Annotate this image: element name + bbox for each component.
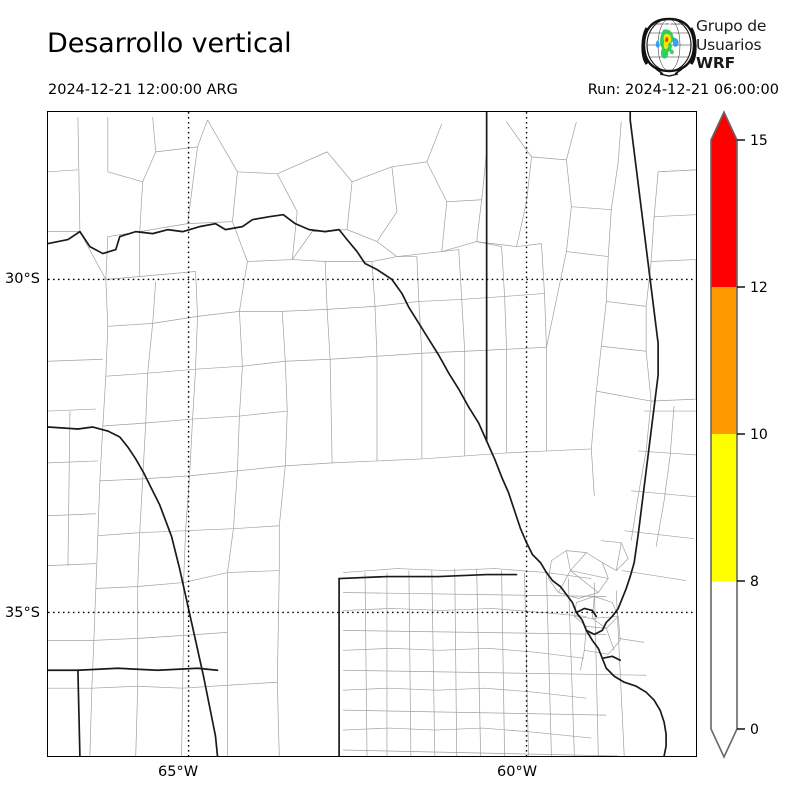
colorbar-tick-label-10: 10 — [750, 427, 768, 443]
colorbar-band-orange — [711, 287, 737, 434]
colorbar-tick-label-0: 0 — [750, 722, 759, 738]
logo-line-1: Grupo de — [696, 17, 767, 35]
colorbar[interactable]: 15 12 10 8 0 km — [700, 108, 800, 763]
colorbar-tick-label-12: 12 — [750, 280, 768, 296]
x-axis-tick-label-60w: 60°W — [497, 764, 538, 780]
colorbar-band-red — [711, 140, 737, 287]
x-axis-tick-label-65w: 65°W — [158, 764, 199, 780]
colorbar-ticks — [737, 139, 745, 730]
svg-text:GRUPO DE USUARIOS: GRUPO DE USUARIOS — [653, 22, 686, 26]
department-boundaries — [48, 116, 696, 756]
brand-logo: GRUPO DE USUARIOS Grupo de Usuarios WRF — [640, 16, 790, 78]
wrf-globe-logo-icon: GRUPO DE USUARIOS — [640, 16, 698, 78]
y-axis-tick-label-30s: 30°S — [5, 271, 40, 287]
map-panel[interactable] — [47, 111, 697, 757]
valid-time-label: 2024-12-21 12:00:00 ARG — [48, 82, 238, 98]
logo-line-3: WRF — [696, 54, 736, 72]
logo-line-2: Usuarios — [696, 35, 762, 54]
colorbar-extend-min — [711, 729, 737, 757]
graticule-gridlines — [48, 112, 696, 756]
y-axis-tick-label-35s: 35°S — [5, 605, 40, 621]
colorbar-extend-max — [711, 112, 737, 140]
province-boundaries — [48, 112, 667, 756]
logo-wordmark: Grupo de Usuarios WRF — [696, 17, 792, 73]
colorbar-tick-label-15: 15 — [750, 133, 768, 149]
colorbar-tick-label-8: 8 — [750, 574, 759, 590]
colorbar-band-yellow — [711, 434, 737, 581]
page-title: Desarrollo vertical — [47, 28, 292, 59]
run-time-label: Run: 2024-12-21 06:00:00 — [587, 82, 779, 98]
colorbar-band-white — [711, 581, 737, 729]
